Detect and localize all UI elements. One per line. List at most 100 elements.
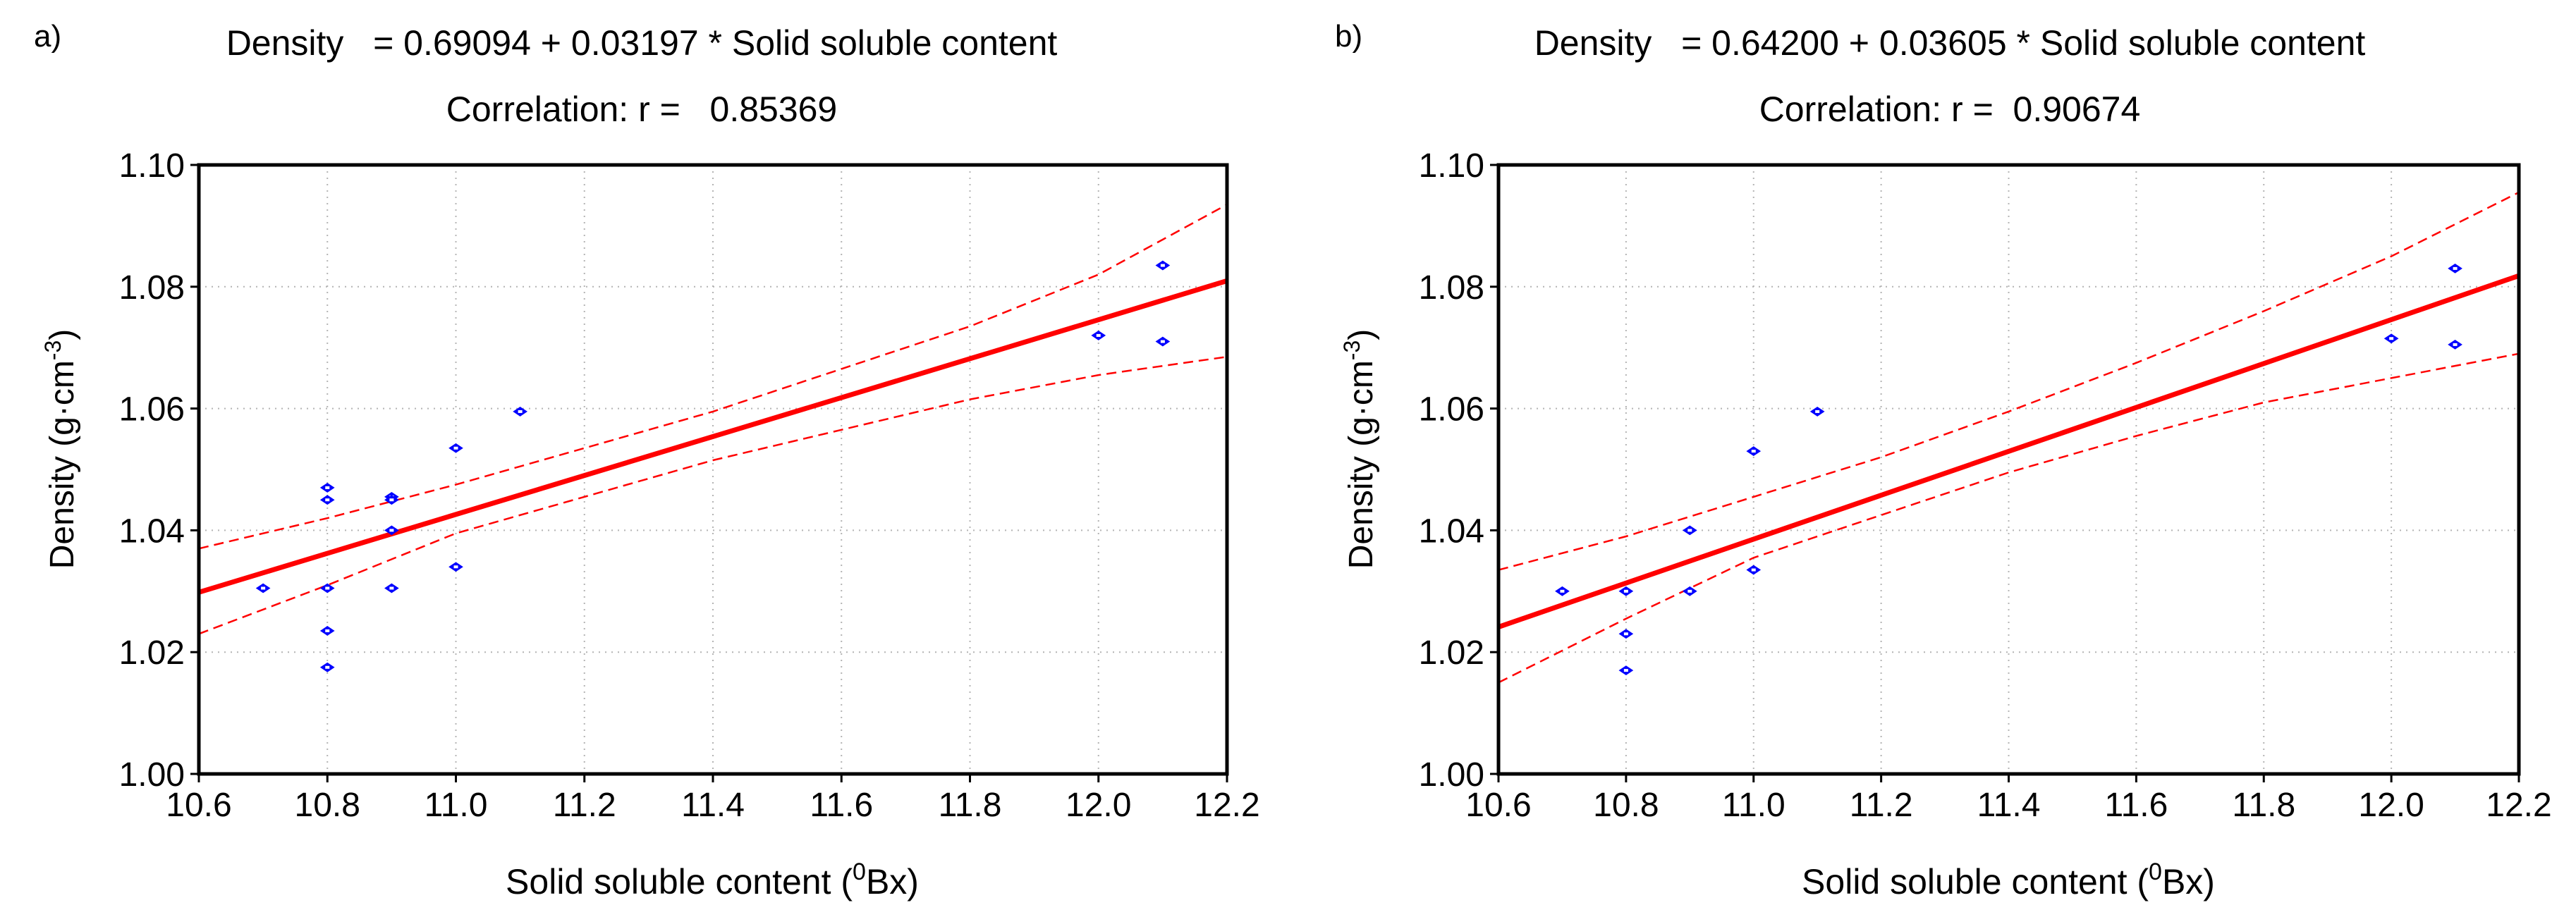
panel-a-ytick-label: 1.10 bbox=[119, 147, 185, 185]
panel-b-ylabel-sup: -3 bbox=[1339, 340, 1365, 360]
panel-b-xtick-label: 11.2 bbox=[1850, 787, 1913, 824]
panel-b-xlabel: Solid soluble content (0Bx) bbox=[1802, 858, 2215, 901]
panel-a-data-point bbox=[384, 495, 399, 505]
panel-b-point-center bbox=[1751, 450, 1756, 453]
panel-a-point-center bbox=[325, 629, 330, 632]
panel-a-xlabel-main: Solid soluble content ( bbox=[506, 862, 853, 901]
panel-b-point-center bbox=[1687, 529, 1692, 532]
panel-a-point-center bbox=[325, 586, 330, 590]
panel-b-point-center bbox=[1687, 589, 1692, 593]
panel-a-xtick-label: 11.6 bbox=[810, 787, 873, 824]
panel-b-point-center bbox=[1623, 632, 1628, 636]
panel-a-plot: 10.6 10.8 11.0 11.2 11.4 11.6 11.8 12.0 12.2 1.00… bbox=[119, 147, 1260, 824]
panel-b-ytick-label: 1.08 bbox=[1419, 269, 1484, 307]
panel-b-point-center bbox=[1751, 568, 1756, 572]
panel-b-data-point bbox=[1682, 586, 1697, 596]
panel-a-data-point bbox=[384, 583, 399, 593]
panel-a-ytick-label: 1.04 bbox=[119, 512, 185, 550]
panel-a-ytick-label: 1.06 bbox=[119, 391, 185, 429]
panel-a-xtick-label: 11.8 bbox=[939, 787, 1002, 824]
panel-b-ytick-label: 1.00 bbox=[1419, 756, 1484, 794]
panel-a-data-point bbox=[384, 525, 399, 536]
panel-b-point-center bbox=[2453, 343, 2458, 346]
panel-b-point-center bbox=[1560, 589, 1565, 593]
panel-a-point-center bbox=[389, 586, 394, 590]
panel-a-xtick-label: 11.2 bbox=[553, 787, 616, 824]
panel-a-xtick-label: 12.0 bbox=[1066, 787, 1131, 824]
panel-b-data-point bbox=[1618, 586, 1634, 596]
panel-a-point-center bbox=[325, 665, 330, 669]
panel-a-data-point bbox=[513, 407, 527, 417]
panel-b-xtick-label: 12.2 bbox=[2486, 787, 2551, 824]
panel-b-xlabel-main: Solid soluble content ( bbox=[1802, 862, 2149, 901]
panel-b-xtick-label: 11.8 bbox=[2232, 787, 2295, 824]
panel-b-point-center bbox=[2389, 337, 2394, 340]
panel-b-ylabel: Density (g·cm-3) bbox=[1339, 329, 1380, 569]
panel-b-ytick-label: 1.02 bbox=[1419, 634, 1484, 672]
panel-a-data-point bbox=[319, 583, 335, 593]
panel-a-data-point bbox=[319, 662, 335, 672]
panel-a-point-center bbox=[261, 586, 266, 590]
panel-a-point-center bbox=[389, 529, 394, 532]
panel-b-equation: Density = 0.64200 + 0.03605 * Solid solu… bbox=[1534, 23, 2366, 63]
panel-b-xlabel-end: Bx) bbox=[2162, 862, 2215, 901]
panel-a-xtick-label: 10.6 bbox=[166, 787, 231, 824]
panel-b-data-point bbox=[1746, 446, 1762, 456]
panel-b-ytick-label: 1.10 bbox=[1419, 147, 1484, 185]
panel-a-data-point bbox=[1155, 260, 1171, 271]
panel-a-point-center bbox=[1160, 264, 1165, 267]
panel-b-xtick-label: 12.0 bbox=[2358, 787, 2424, 824]
panel-a-ytick-label: 1.00 bbox=[119, 756, 185, 794]
panel-b: b) Density = 0.64200 + 0.03605 * Solid s… bbox=[1335, 19, 2552, 901]
panel-b-data-point bbox=[2383, 333, 2399, 344]
panel-a-point-center bbox=[325, 498, 330, 502]
panel-a-data-point bbox=[319, 495, 335, 505]
panel-a-point-center bbox=[325, 486, 330, 489]
panel-a-xtick-label: 12.2 bbox=[1194, 787, 1259, 824]
panel-a-label: a) bbox=[34, 19, 61, 54]
panel-a-equation: Density = 0.69094 + 0.03197 * Solid solu… bbox=[226, 23, 1058, 63]
panel-b-data-point bbox=[2448, 339, 2462, 350]
panel-a-correlation: Correlation: r = 0.85369 bbox=[446, 90, 838, 129]
panel-a-xtick-label: 10.8 bbox=[295, 787, 360, 824]
panel-a-data-point bbox=[448, 443, 463, 453]
panel-a-point-center bbox=[1096, 333, 1101, 337]
panel-a-confidence-upper bbox=[198, 204, 1228, 550]
panel-b-plot: 10.6 10.8 11.0 11.2 11.4 11.6 11.8 12.0 12.2 1.00… bbox=[1419, 147, 2552, 824]
panel-a-data-point bbox=[319, 483, 335, 493]
panel-b-data-point bbox=[2448, 263, 2462, 273]
panel-a: a) Density = 0.69094 + 0.03197 * Solid s… bbox=[34, 19, 1260, 901]
panel-b-label: b) bbox=[1335, 19, 1362, 54]
panel-b-xtick-label: 11.6 bbox=[2104, 787, 2168, 824]
panel-b-confidence-upper bbox=[1498, 191, 2520, 571]
panel-a-xlabel: Solid soluble content (0Bx) bbox=[506, 858, 919, 901]
panel-a-data-point bbox=[255, 583, 271, 593]
panel-a-point-center bbox=[518, 410, 523, 413]
panel-b-correlation: Correlation: r = 0.90674 bbox=[1759, 90, 2141, 129]
panel-b-regression-line bbox=[1497, 273, 2520, 629]
panel-b-xlabel-sup: 0 bbox=[2149, 858, 2162, 885]
panel-b-data-point bbox=[1618, 629, 1634, 639]
panel-b-confidence-lower bbox=[1498, 352, 2520, 684]
panel-a-data-point bbox=[448, 562, 463, 572]
panel-b-ylabel-end: ) bbox=[1343, 329, 1380, 340]
panel-b-ytick-label: 1.06 bbox=[1419, 391, 1484, 429]
panel-a-xtick-label: 11.0 bbox=[425, 787, 488, 824]
panel-b-data-point bbox=[1555, 586, 1570, 596]
panel-a-xlabel-end: Bx) bbox=[866, 862, 919, 901]
panel-b-data-point bbox=[1809, 407, 1825, 417]
panel-b-point-center bbox=[1623, 589, 1628, 593]
panel-b-xtick-label: 11.0 bbox=[1722, 787, 1786, 824]
panel-a-regression-line bbox=[197, 278, 1228, 595]
panel-a-xtick-label: 11.4 bbox=[681, 787, 745, 824]
panel-b-xtick-label: 11.4 bbox=[1977, 787, 2041, 824]
panel-a-data-point bbox=[1091, 331, 1106, 340]
panel-a-point-center bbox=[453, 565, 458, 569]
panel-a-confidence-lower bbox=[198, 355, 1228, 635]
panel-b-data-point bbox=[1618, 665, 1634, 676]
panel-a-point-center bbox=[453, 446, 458, 450]
panel-a-point-center bbox=[389, 498, 394, 502]
panel-a-ytick-label: 1.02 bbox=[119, 634, 185, 672]
panel-b-xtick-label: 10.8 bbox=[1593, 787, 1659, 824]
